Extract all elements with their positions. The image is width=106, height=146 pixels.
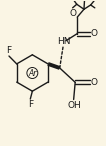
Text: F: F — [28, 100, 33, 109]
Text: HN: HN — [57, 36, 71, 46]
Text: O: O — [90, 78, 97, 87]
Text: OH: OH — [68, 101, 82, 110]
Text: F: F — [6, 46, 11, 55]
Text: Ar: Ar — [28, 68, 37, 78]
Text: O: O — [70, 9, 77, 18]
Text: O: O — [90, 29, 97, 38]
